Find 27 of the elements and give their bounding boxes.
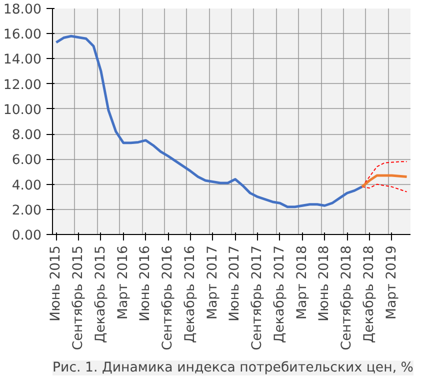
x-tick-label: Март 2017 [205,246,220,320]
x-tick-label: Декабрь 2015 [93,245,108,344]
y-tick-label: 0.00 [12,228,42,244]
x-tick-label: Сентябрь 2016 [160,245,176,350]
x-tick-label: Июнь 2015 [48,245,64,322]
x-tick-label: Сентябрь 2017 [250,245,266,350]
x-tick-label: Июнь 2016 [138,245,154,322]
x-tick-label: Март 2018 [294,246,310,320]
x-tick-label: Июнь 2017 [228,245,243,322]
y-tick-label: 18.00 [3,2,42,18]
x-tick-label: Сентябрь 2018 [340,245,355,350]
y-tick-label: 8.00 [12,128,42,144]
y-tick-label: 4.00 [12,178,42,194]
y-tick-label: 12.00 [3,78,42,93]
x-tick-label: Июнь 2018 [317,245,332,322]
x-tick-label: Декабрь 2016 [182,245,198,344]
y-tick-label: 2.00 [12,203,42,218]
y-tick-label: 6.00 [12,153,42,168]
y-tick-label: 10.00 [3,102,42,118]
text: Рис. 1. Динамика индекса потребительских цен, % [52,360,414,376]
x-tick-label: Декабрь 2018 [362,245,377,344]
y-tick-label: 14.00 [3,52,42,68]
x-tick-label: Март 2016 [116,246,131,320]
x-tick-label: Декабрь 2017 [272,245,288,344]
x-tick-label: Сентябрь 2015 [71,245,86,350]
y-tick-label: 16.00 [3,28,42,43]
x-tick-label: Март 2019 [384,246,400,320]
